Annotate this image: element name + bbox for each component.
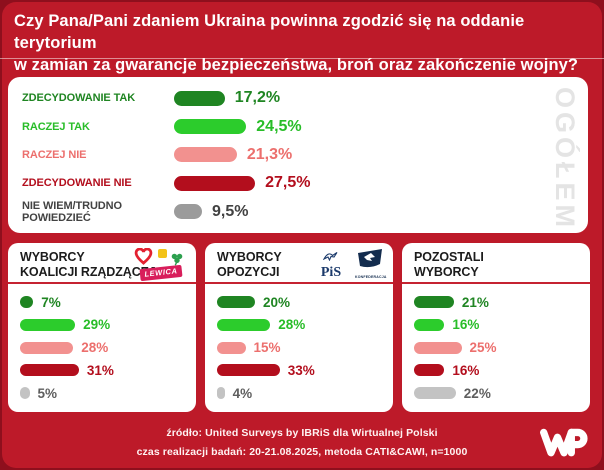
chart-row: 16% [414,360,582,380]
panel-title: WYBORCY OPOZYCJI [217,250,282,279]
wp-logo-icon [540,428,588,457]
chart-row-rather-yes: RACZEJ TAK 24,5% [8,113,588,140]
value-label: 28% [81,340,109,355]
value-label: 9,5% [212,202,249,220]
value-label: 33% [287,362,315,378]
pis-eagle-icon [322,252,338,262]
bar [20,296,34,308]
bar [174,90,225,106]
bar [20,364,79,377]
value-label: 20% [263,294,291,310]
overall-results-panel: OGÓŁEM ZDECYDOWANIE TAK 17,2% RACZEJ TAK… [8,77,588,233]
bar [217,341,246,354]
chart-row: 7% [20,292,188,312]
value-label: 31% [86,362,114,378]
chart-row: 29% [20,315,188,335]
bar [20,387,30,399]
konfederacja-logo: KONFEDERACJA [355,248,387,280]
answer-label: RACZEJ TAK [22,120,90,133]
methodology-note: czas realizacji badań: 20-21.08.2025, me… [136,446,468,459]
bar [414,296,454,308]
chart-row: 4% [217,383,385,403]
panel-pozostali: POZOSTALI WYBORCY 21% 16% 25% 16% 22% [402,243,590,412]
bar [414,387,456,399]
chart-row: 21% [414,292,582,312]
bar [174,204,203,220]
chart-row: 28% [20,338,188,358]
panel-opozycja-header: WYBORCY OPOZYCJI PiS KONFEDERACJA [205,243,393,284]
value-label: 22% [463,385,491,401]
bar [20,341,74,354]
bar [414,318,445,331]
bar [217,296,255,308]
chart-row-strong-yes: ZDECYDOWANIE TAK 17,2% [8,85,588,112]
bar [217,364,280,377]
chart-row-dont-know: NIE WIEM/TRUDNO POWIEDZIEĆ 9,5% [8,198,588,225]
panel-pozostali-rows: 21% 16% 25% 16% 22% [402,284,590,410]
value-label: 25% [469,340,497,355]
panel-opozycja-rows: 20% 28% 15% 33% 4% [205,284,393,410]
value-label: 17,2% [234,89,281,107]
panel-pozostali-header: POZOSTALI WYBORCY [402,243,590,284]
value-label: 28% [278,317,306,333]
lewica-badge: LEWICA [139,264,183,282]
panel-title: WYBORCY KOALICJI RZĄDZĄCEJ [20,250,156,279]
value-label: 4% [232,385,253,401]
overall-watermark: OGÓŁEM [550,87,580,231]
panel-koalicja: WYBORCY KOALICJI RZĄDZĄCEJ LEWICA 7% 29%… [8,243,196,412]
bar [414,364,445,377]
value-label: 21,3% [246,145,293,163]
value-label: 15% [253,340,281,355]
panel-title: POZOSTALI WYBORCY [414,250,484,279]
panel-koalicja-header: WYBORCY KOALICJI RZĄDZĄCEJ LEWICA [8,243,196,284]
pis-logo: PiS [315,248,347,280]
konfederacja-eagle-icon [358,249,382,268]
answer-label: ZDECYDOWANIE NIE [22,177,132,190]
chart-row-strong-no: ZDECYDOWANIE NIE 27,5% [8,170,588,197]
chart-row: 20% [217,292,385,312]
koalicja-logos: LEWICA [132,247,190,283]
chart-row: 28% [217,315,385,335]
bar [414,341,462,354]
lewica-heart-icon [134,248,153,265]
chart-row: 16% [414,315,582,335]
chart-row: 5% [20,383,188,403]
pis-logo-text: PiS [320,265,342,280]
panel-koalicja-rows: 7% 29% 28% 31% 5% [8,284,196,410]
bar [217,318,271,331]
value-label: 7% [41,294,61,310]
bar [217,387,225,399]
konfederacja-logo-text: KONFEDERACJA [355,275,387,279]
value-label: 21% [461,294,489,310]
footer: źródło: United Surveys by IBRiS dla Wirt… [0,424,604,463]
bar [174,147,237,163]
opozycja-logos: PiS KONFEDERACJA [315,248,387,282]
page-title: Czy Pana/Pani zdaniem Ukraina powinna zg… [14,12,579,74]
bar [174,175,256,191]
chart-row: 15% [217,338,385,358]
value-label: 27,5% [265,174,311,192]
psl-clover-icon [171,253,183,266]
value-label: 29% [83,317,111,333]
source-note: źródło: United Surveys by IBRiS dla Wirt… [166,427,438,439]
value-label: 5% [37,385,58,401]
chart-row: 31% [20,360,188,380]
value-label: 16% [452,362,480,378]
polska2050-icon [158,249,167,258]
chart-row: 22% [414,383,582,403]
bar [174,119,247,135]
bar [20,318,76,331]
panel-opozycja: WYBORCY OPOZYCJI PiS KONFEDERACJA 20% 28… [205,243,393,412]
title-divider [0,58,604,59]
answer-label: ZDECYDOWANIE TAK [22,92,136,105]
chart-row: 33% [217,360,385,380]
chart-row-rather-no: RACZEJ NIE 21,3% [8,141,588,168]
chart-row: 25% [414,338,582,358]
answer-label: NIE WIEM/TRUDNO POWIEDZIEĆ [22,199,122,224]
answer-label: RACZEJ NIE [22,148,87,161]
value-label: 24,5% [256,117,302,135]
value-label: 16% [452,317,480,333]
